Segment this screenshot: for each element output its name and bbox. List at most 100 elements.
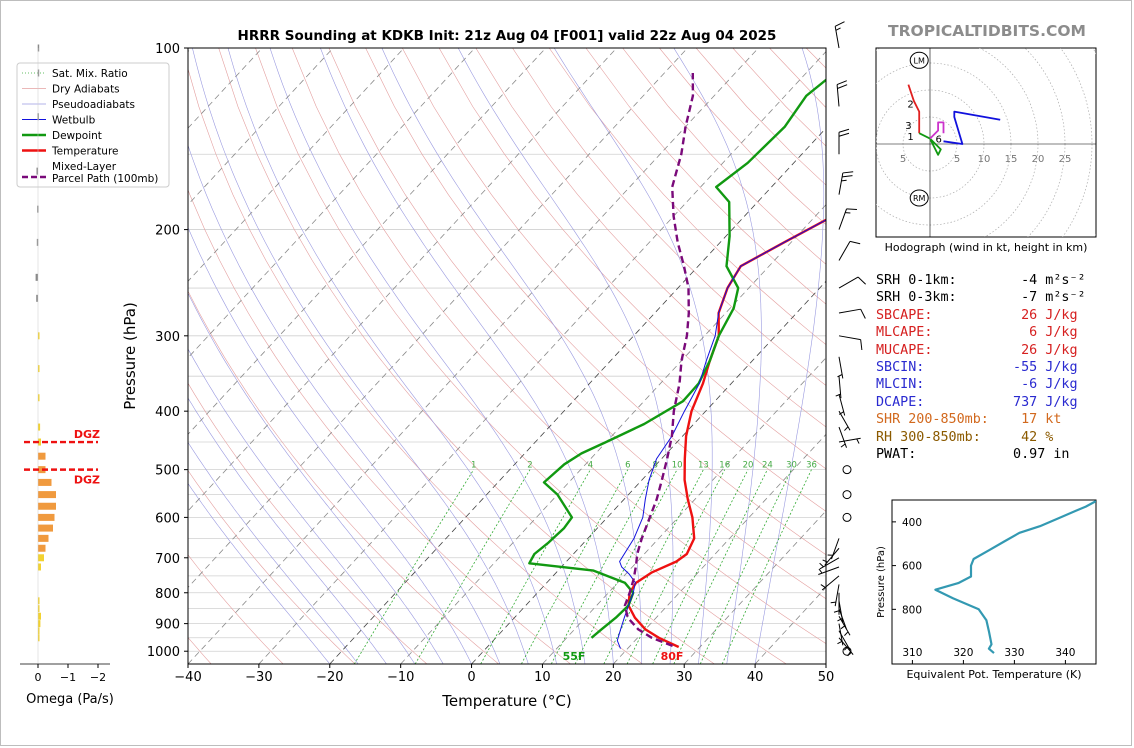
stat-label: MUCAPE:	[876, 342, 997, 358]
wind-barb-staff	[838, 335, 861, 341]
wind-barb-half-flag	[818, 568, 823, 574]
hodograph-trace	[907, 84, 921, 134]
chart-title: HRRR Sounding at KDKB Init: 21z Aug 04 […	[238, 28, 777, 44]
stat-value: 42	[996, 429, 1038, 445]
surface-temperature-label: 80F	[661, 650, 684, 663]
stats-panel: SRH 0-1km: -4 m²s⁻² SRH 0-3km: -7 m²s⁻² SB…	[876, 272, 1106, 463]
stat-unit: J/kg	[1037, 394, 1078, 410]
stat-value: 17	[996, 412, 1038, 428]
stat-unit: %	[1037, 429, 1054, 445]
stat-label: SRH 0-1km:	[876, 273, 997, 288]
mixing-ratio-line	[652, 469, 749, 664]
dry-adiabat	[218, 48, 715, 664]
pseudoadiabat	[188, 292, 444, 664]
omega-bar	[38, 605, 40, 613]
mixing-ratio-label: 10	[672, 461, 683, 471]
y-tick-label: 400	[155, 405, 180, 420]
wind-barb-flag	[849, 240, 861, 245]
wind-barb-staff	[838, 276, 859, 289]
wind-barb-half-flag	[856, 438, 860, 444]
calm-wind	[842, 465, 852, 475]
omega-bar	[38, 513, 55, 521]
wind-barb-staff	[838, 308, 861, 314]
y-tick-label: 100	[155, 42, 180, 57]
mixing-ratio-line	[721, 469, 812, 664]
legend-entry: Wetbulb	[52, 115, 96, 127]
x-tick-label: 30	[676, 670, 693, 685]
dry-adiabat	[438, 48, 826, 470]
theta-e-x-axis-label: Equivalent Pot. Temperature (K)	[906, 668, 1081, 681]
x-tick-label: −10	[387, 670, 414, 685]
omega-bar	[38, 544, 46, 552]
mixing-ratio-line	[414, 469, 531, 664]
hodograph-trace	[929, 121, 945, 140]
stat-unit: in	[1045, 447, 1070, 463]
legend-entry: Pseudoadiabats	[52, 99, 135, 111]
hodograph-height-label: 1	[907, 132, 913, 143]
surface-dewpoint-label: 55F	[563, 650, 586, 663]
wind-barb-half-flag	[837, 374, 843, 378]
dry-adiabat	[188, 188, 571, 664]
pseudoadiabat	[188, 348, 416, 664]
surface-labels: 55F 80F	[563, 650, 684, 663]
omega-bar	[38, 466, 46, 474]
pseudoadiabat	[553, 48, 713, 664]
hodograph-height-label: 3	[905, 121, 911, 132]
omega-bar	[38, 634, 40, 642]
stat-value: 737	[996, 394, 1038, 410]
wind-barb-half-flag	[830, 601, 836, 604]
series-dewpoint	[528, 78, 826, 639]
pseudoadiabat	[754, 48, 825, 664]
mixing-ratio-label: 20	[743, 461, 754, 471]
omega-bar	[38, 627, 40, 635]
theta-e-x-tick-label: 320	[953, 647, 973, 659]
mixing-ratio-label: 36	[806, 461, 817, 471]
y-tick-label: 500	[155, 464, 180, 479]
x-tick-label: 0	[467, 670, 475, 685]
theta-e-x-tick-label: 340	[1055, 647, 1075, 659]
omega-x-tick-label: −1	[60, 671, 76, 684]
omega-bar	[38, 365, 40, 373]
dgz-label: DGZ	[74, 474, 100, 487]
theta-e-y-tick-label: 400	[902, 517, 922, 529]
omega-bar	[38, 554, 44, 562]
dgz-label: DGZ	[74, 428, 100, 441]
mixing-ratio-line	[699, 469, 792, 664]
hodograph-ring-label: 15	[1005, 154, 1018, 165]
hodograph-height-label: 2	[907, 100, 913, 111]
omega-bar	[38, 478, 52, 486]
mixing-ratio-label: 4	[588, 461, 593, 471]
theta-e-y-tick-label: 600	[902, 561, 922, 573]
omega-bar	[38, 423, 41, 431]
stat-row: SBCAPE: 26 J/kg	[876, 307, 1106, 324]
dry-adiabat	[188, 382, 428, 664]
wind-barb-flag	[834, 21, 845, 27]
omega-bar	[38, 524, 53, 532]
mixing-ratio-label: 6	[625, 461, 630, 471]
omega-bar	[38, 491, 56, 499]
x-tick-label: −40	[174, 670, 201, 685]
mixing-ratio-label: 2	[527, 461, 532, 471]
wind-barb-half-flag	[840, 443, 846, 448]
wind-barb-flag	[838, 132, 850, 137]
pseudoadiabat	[188, 482, 331, 664]
y-tick-label: 1000	[147, 645, 180, 660]
omega-bar	[38, 597, 40, 605]
mixing-ratio-label: 24	[762, 461, 773, 471]
omega-bar	[38, 502, 56, 510]
wind-barb-staff	[824, 547, 840, 566]
stat-label: RH 300-850mb:	[876, 429, 997, 445]
skewt-y-axis-label: Pressure (hPa)	[121, 302, 139, 410]
mixing-ratio-line	[480, 469, 591, 664]
wind-barb-half-flag	[844, 426, 849, 431]
legend-entry: Mixed-Layer Parcel Path (100mb)	[52, 161, 158, 185]
omega-bar	[36, 167, 38, 175]
y-tick-label: 800	[155, 587, 180, 602]
mixing-ratio-line	[550, 469, 656, 664]
hodograph-ring-label: 20	[1032, 154, 1045, 165]
stat-unit: kt	[1037, 412, 1062, 428]
skewt-background-lines	[188, 48, 826, 664]
storm-motion-label: LM	[914, 56, 925, 65]
